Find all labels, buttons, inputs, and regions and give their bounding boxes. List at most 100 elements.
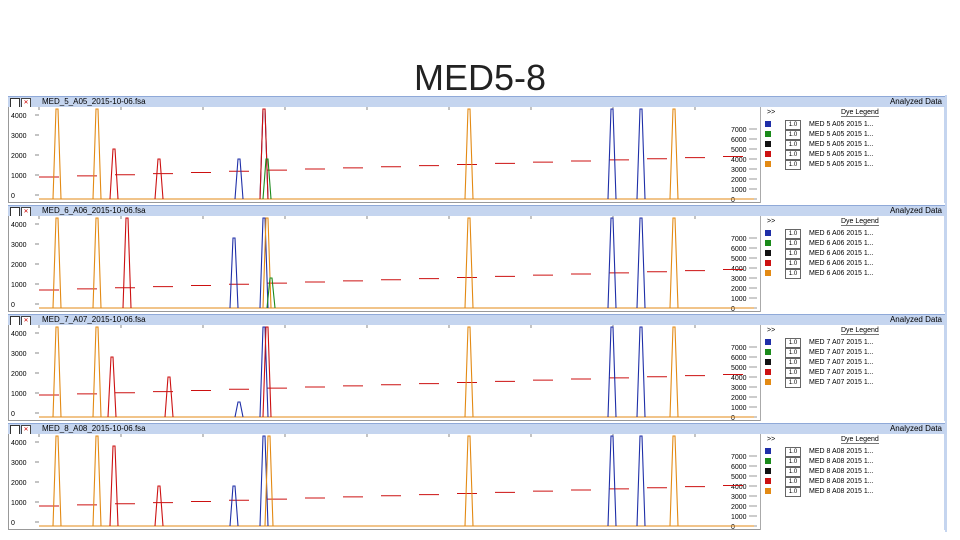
dye-legend: >> Dye Legend 1.0 MED 7 A07 2015 1... 1.0 M… — [760, 325, 946, 421]
dye-scale-input[interactable]: 1.0 — [785, 487, 801, 497]
legend-row[interactable]: 1.0 MED 7 A07 2015 1... — [765, 338, 941, 348]
electropherogram-panel[interactable]: ✕ MED_8_A08_2015-10-06.fsa Analyzed Data… — [8, 423, 946, 530]
peak-trace — [229, 237, 239, 309]
peak-trace — [164, 376, 174, 418]
peak-trace — [464, 326, 474, 418]
peak-trace — [607, 217, 617, 309]
dye-sample-name: MED 7 A07 2015 1... — [809, 369, 874, 376]
dye-scale-input[interactable]: 1.0 — [785, 467, 801, 477]
dye-scale-input[interactable]: 1.0 — [785, 477, 801, 487]
legend-row[interactable]: 1.0 MED 6 A06 2015 1... — [765, 269, 941, 279]
dye-color-swatch — [765, 339, 771, 345]
dye-scale-input[interactable]: 1.0 — [785, 140, 801, 150]
peak-trace — [464, 217, 474, 309]
trace-plot[interactable]: 4000300020001000014516518520522524526528… — [8, 434, 760, 530]
legend-row[interactable]: 1.0 MED 6 A06 2015 1... — [765, 229, 941, 239]
dye-scale-input[interactable]: 1.0 — [785, 457, 801, 467]
right-axis-tick-label: 3000 — [731, 385, 747, 392]
dye-color-swatch — [765, 240, 771, 246]
dye-scale-input[interactable]: 1.0 — [785, 249, 801, 259]
dye-sample-name: MED 7 A07 2015 1... — [809, 379, 874, 386]
data-type-label: Analyzed Data — [889, 206, 942, 215]
right-axis-tick-label: 7000 — [731, 127, 747, 134]
legend-row[interactable]: 1.0 MED 5 A05 2015 1... — [765, 140, 941, 150]
peak-trace — [262, 326, 272, 418]
electropherogram-panel[interactable]: ✕ MED_5_A05_2015-10-06.fsa Analyzed Data… — [8, 96, 946, 203]
panel-header: ✕ MED_7_A07_2015-10-06.fsa Analyzed Data — [8, 314, 946, 326]
legend-row[interactable]: 1.0 MED 5 A05 2015 1... — [765, 120, 941, 130]
peak-trace — [52, 326, 62, 418]
peak-trace — [52, 217, 62, 309]
peak-trace — [607, 108, 617, 200]
right-axis-tick-label: 2000 — [731, 395, 747, 402]
peak-trace — [669, 108, 679, 200]
right-axis-tick-label: 2000 — [731, 177, 747, 184]
legend-row[interactable]: 1.0 MED 5 A05 2015 1... — [765, 130, 941, 140]
dye-scale-input[interactable]: 1.0 — [785, 378, 801, 388]
legend-row[interactable]: 1.0 MED 8 A08 2015 1... — [765, 487, 941, 497]
trace-svg: 4000300020001000014516518520522524526528… — [11, 434, 757, 530]
legend-row[interactable]: 1.0 MED 5 A05 2015 1... — [765, 160, 941, 170]
legend-row[interactable]: 1.0 MED 7 A07 2015 1... — [765, 378, 941, 388]
trace-plot[interactable]: 4000300020001000014516518520522524526528… — [8, 107, 760, 203]
legend-row[interactable]: 1.0 MED 6 A06 2015 1... — [765, 249, 941, 259]
right-axis-tick-label: 5000 — [731, 365, 747, 372]
y-axis-tick-label: 2000 — [11, 262, 27, 269]
dye-scale-input[interactable]: 1.0 — [785, 239, 801, 249]
legend-row[interactable]: 1.0 MED 8 A08 2015 1... — [765, 477, 941, 487]
dye-scale-input[interactable]: 1.0 — [785, 447, 801, 457]
peak-trace — [229, 485, 239, 527]
panel-header: ✕ MED_6_A06_2015-10-06.fsa Analyzed Data — [8, 205, 946, 217]
sample-file-name: MED_5_A05_2015-10-06.fsa — [42, 97, 146, 106]
right-axis-tick-label: 4000 — [731, 157, 747, 164]
legend-title: Dye Legend — [841, 109, 879, 117]
trace-svg: 4000300020001000014516518520522524526528… — [11, 107, 757, 203]
legend-title: Dye Legend — [841, 327, 879, 335]
legend-expand-icon[interactable]: >> — [767, 436, 776, 443]
dye-color-swatch — [765, 359, 771, 365]
dye-color-swatch — [765, 260, 771, 266]
legend-expand-icon[interactable]: >> — [767, 109, 776, 116]
peak-trace — [669, 217, 679, 309]
electropherogram-panel[interactable]: ✕ MED_7_A07_2015-10-06.fsa Analyzed Data… — [8, 314, 946, 421]
legend-row[interactable]: 1.0 MED 6 A06 2015 1... — [765, 259, 941, 269]
sample-file-name: MED_6_A06_2015-10-06.fsa — [42, 206, 146, 215]
peak-trace — [259, 326, 269, 418]
trace-plot[interactable]: 4000300020001000014516518520522524526528… — [8, 325, 760, 421]
dye-scale-input[interactable]: 1.0 — [785, 358, 801, 368]
dye-scale-input[interactable]: 1.0 — [785, 160, 801, 170]
dye-scale-input[interactable]: 1.0 — [785, 130, 801, 140]
legend-expand-icon[interactable]: >> — [767, 218, 776, 225]
y-axis-tick-label: 3000 — [11, 242, 27, 249]
peak-trace — [262, 158, 272, 200]
legend-row[interactable]: 1.0 MED 8 A08 2015 1... — [765, 467, 941, 477]
right-axis-tick-label: 1000 — [731, 296, 747, 303]
dye-scale-input[interactable]: 1.0 — [785, 348, 801, 358]
trace-plot[interactable]: 4000300020001000014516518520522524526528… — [8, 216, 760, 312]
dye-scale-input[interactable]: 1.0 — [785, 338, 801, 348]
dye-scale-input[interactable]: 1.0 — [785, 368, 801, 378]
legend-row[interactable]: 1.0 MED 8 A08 2015 1... — [765, 447, 941, 457]
dye-color-swatch — [765, 349, 771, 355]
right-axis-tick-label: 0 — [731, 415, 735, 421]
legend-title: Dye Legend — [841, 218, 879, 226]
dye-scale-input[interactable]: 1.0 — [785, 269, 801, 279]
electropherogram-panel[interactable]: ✕ MED_6_A06_2015-10-06.fsa Analyzed Data… — [8, 205, 946, 312]
dye-scale-input[interactable]: 1.0 — [785, 229, 801, 239]
panel-header: ✕ MED_5_A05_2015-10-06.fsa Analyzed Data — [8, 96, 946, 108]
legend-row[interactable]: 1.0 MED 7 A07 2015 1... — [765, 358, 941, 368]
legend-row[interactable]: 1.0 MED 8 A08 2015 1... — [765, 457, 941, 467]
dye-scale-input[interactable]: 1.0 — [785, 150, 801, 160]
dye-scale-input[interactable]: 1.0 — [785, 259, 801, 269]
legend-expand-icon[interactable]: >> — [767, 327, 776, 334]
dye-scale-input[interactable]: 1.0 — [785, 120, 801, 130]
peak-trace — [669, 326, 679, 418]
peak-trace — [262, 217, 272, 309]
legend-row[interactable]: 1.0 MED 7 A07 2015 1... — [765, 368, 941, 378]
y-axis-tick-label: 1000 — [11, 282, 27, 289]
legend-row[interactable]: 1.0 MED 7 A07 2015 1... — [765, 348, 941, 358]
peak-trace — [109, 148, 119, 200]
legend-row[interactable]: 1.0 MED 5 A05 2015 1... — [765, 150, 941, 160]
dye-sample-name: MED 7 A07 2015 1... — [809, 359, 874, 366]
legend-row[interactable]: 1.0 MED 6 A06 2015 1... — [765, 239, 941, 249]
